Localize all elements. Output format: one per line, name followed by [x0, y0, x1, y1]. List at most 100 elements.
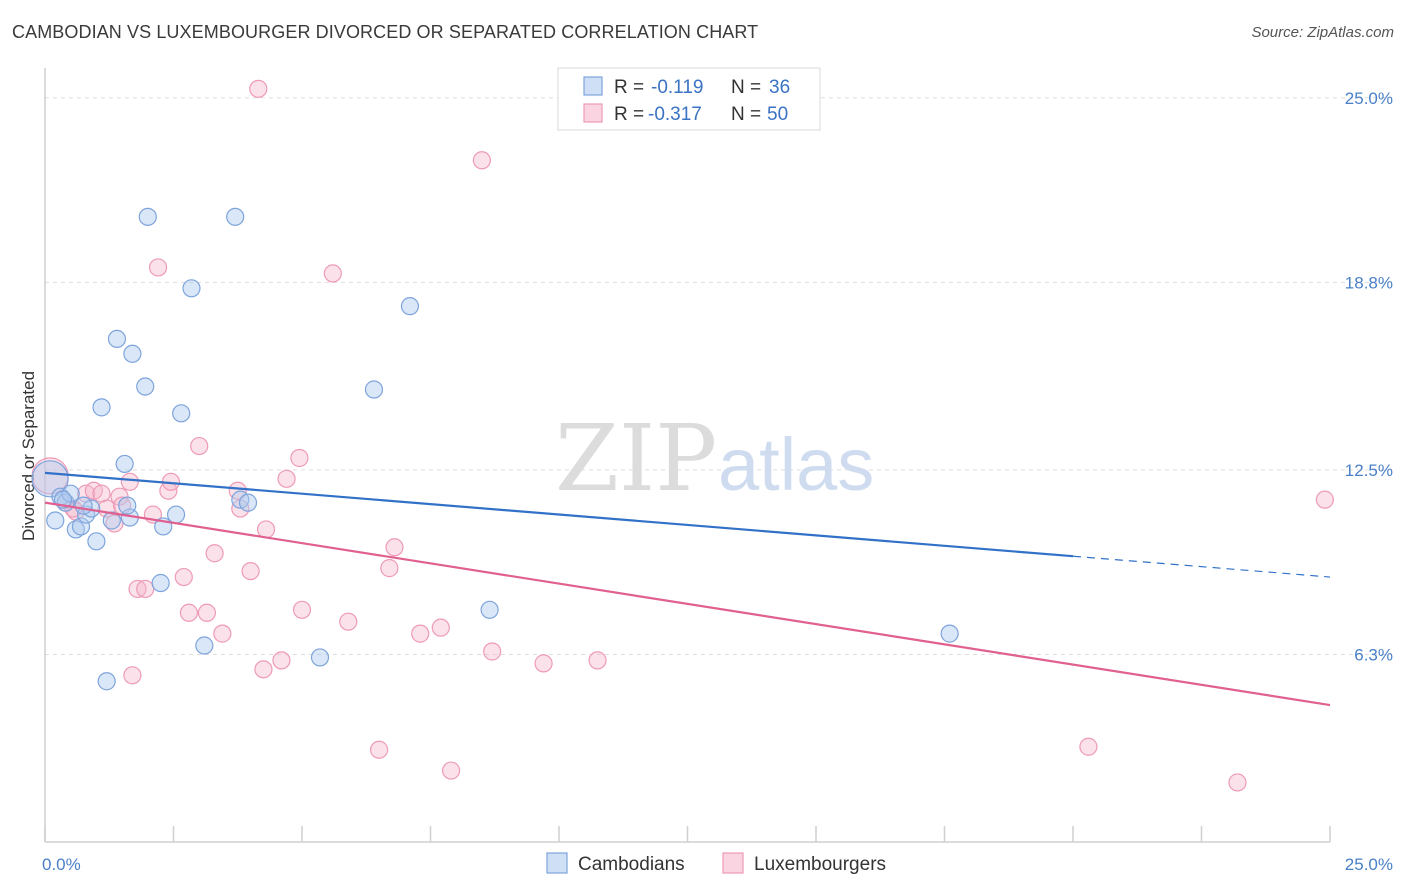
point-luxembourgers-38: [385, 538, 404, 557]
point-cambodians-32: [940, 624, 959, 643]
point-cambodians-12: [102, 511, 121, 530]
legend-swatch-cambodians: [583, 76, 603, 96]
chart-title: CAMBODIAN VS LUXEMBOURGER DIVORCED OR SE…: [12, 22, 759, 42]
point-luxembourgers-37: [380, 559, 399, 578]
legend-n-label-cambodians: N =: [731, 77, 761, 98]
y-tick-label-2: 18.8%: [1345, 273, 1393, 292]
point-luxembourgers-48: [1315, 490, 1334, 509]
legend-r-value-cambodians: -0.119: [651, 77, 703, 98]
point-luxembourgers-40: [431, 618, 450, 637]
point-luxembourgers-36: [370, 740, 389, 759]
y-tick-label-3: 25.0%: [1345, 89, 1393, 108]
point-luxembourgers-15: [148, 258, 168, 277]
y-axis-label: Divorced or Separated: [19, 371, 38, 541]
point-cambodians-10: [92, 398, 111, 417]
point-luxembourgers-43: [483, 642, 502, 661]
point-cambodians-17: [136, 377, 155, 396]
point-cambodians-28: [310, 648, 330, 667]
legend-n-value-cambodians: 36: [769, 77, 790, 98]
point-luxembourgers-30: [272, 651, 291, 670]
legend-entry-luxembourgers-swatch: [722, 852, 744, 874]
point-cambodians-24: [195, 636, 214, 655]
point-cambodians-27: [238, 493, 258, 512]
point-luxembourgers-35: [339, 612, 358, 631]
legend-swatch-luxembourgers: [583, 103, 603, 123]
watermark: ZIP atlas: [555, 405, 874, 512]
point-cambodians-30: [400, 297, 420, 316]
legend-r-label-luxembourgers: R =: [614, 104, 644, 125]
legend-entry-cambodians-swatch: [546, 852, 568, 874]
point-cambodians-16: [123, 344, 142, 363]
point-cambodians-1: [46, 511, 65, 530]
point-cambodians-5: [66, 520, 85, 539]
legend-entry-luxembourgers-label: Luxembourgers: [754, 854, 886, 875]
point-luxembourgers-23: [213, 624, 232, 643]
point-luxembourgers-13: [136, 579, 155, 599]
point-luxembourgers-27: [249, 79, 268, 98]
point-luxembourgers-10: [123, 666, 142, 685]
point-luxembourgers-19: [179, 603, 199, 622]
watermark-zip: ZIP: [555, 405, 717, 512]
point-luxembourgers-18: [174, 567, 193, 587]
point-cambodians-13: [107, 329, 127, 348]
point-luxembourgers-46: [1079, 737, 1098, 756]
point-luxembourgers-39: [411, 624, 430, 643]
point-luxembourgers-29: [256, 520, 276, 539]
point-cambodians-19: [151, 573, 170, 593]
series-legend: Cambodians Luxembourgers: [546, 852, 886, 875]
point-cambodians-21: [166, 505, 186, 524]
legend-n-label-luxembourgers: N =: [731, 104, 761, 125]
point-cambodians-25: [226, 207, 245, 226]
y-tick-label-0: 6.3%: [1354, 645, 1393, 664]
point-luxembourgers-47: [1228, 773, 1247, 792]
legend-n-value-luxembourgers: 50: [767, 104, 788, 125]
legend-entry-cambodians-label: Cambodians: [578, 854, 685, 875]
point-luxembourgers-33: [292, 600, 312, 619]
point-luxembourgers-7: [105, 514, 124, 533]
x-tick-label-0: 0.0%: [42, 855, 81, 874]
point-luxembourgers-11: [120, 472, 139, 491]
point-cambodians-11: [97, 672, 116, 691]
x-tick-label-1: 25.0%: [1345, 855, 1393, 874]
axes: [44, 68, 1331, 843]
point-cambodians-23: [182, 279, 201, 298]
point-luxembourgers-20: [190, 436, 209, 456]
point-cambodians-34: [118, 496, 137, 515]
point-luxembourgers-44: [534, 654, 553, 673]
point-luxembourgers-22: [205, 544, 224, 563]
point-luxembourgers-42: [472, 151, 491, 170]
legend-r-label-cambodians: R =: [614, 77, 644, 98]
watermark-atlas: atlas: [718, 423, 874, 506]
point-cambodians-22: [172, 404, 191, 423]
point-luxembourgers-45: [588, 651, 607, 670]
point-luxembourgers-32: [290, 448, 309, 468]
point-luxembourgers-41: [441, 761, 461, 780]
point-cambodians-6: [71, 517, 91, 536]
series-cambodians-points: [31, 207, 959, 691]
stats-legend: R = -0.119 N = 36 R = -0.317 N = 50: [557, 67, 821, 131]
y-tick-labels: 6.3% 12.5% 18.8% 25.0%: [1345, 89, 1393, 665]
point-cambodians-9: [87, 532, 106, 551]
point-cambodians-29: [364, 380, 384, 399]
regression-line-cambodians-extension: [1072, 555, 1331, 578]
chart-source: Source: ZipAtlas.com: [1251, 24, 1394, 41]
point-cambodians-14: [115, 454, 134, 474]
regression-lines: [44, 471, 1331, 707]
x-tick-labels: 0.0% 25.0%: [42, 855, 1393, 874]
y-tick-label-1: 12.5%: [1345, 461, 1393, 480]
point-luxembourgers-31: [277, 469, 296, 488]
point-luxembourgers-12: [128, 579, 147, 599]
gridlines: [45, 97, 1392, 655]
series-luxembourgers-points: [31, 79, 1334, 792]
point-cambodians-31: [480, 600, 499, 619]
point-luxembourgers-21: [197, 603, 217, 622]
regression-line-luxembourgers: [44, 501, 1331, 707]
point-cambodians-18: [138, 207, 157, 226]
point-luxembourgers-26: [241, 561, 260, 581]
point-luxembourgers-28: [254, 660, 273, 679]
regression-line-cambodians: [44, 471, 1074, 558]
point-luxembourgers-34: [323, 264, 342, 283]
legend-r-value-luxembourgers: -0.317: [648, 104, 702, 125]
point-cambodians-35: [74, 496, 93, 515]
